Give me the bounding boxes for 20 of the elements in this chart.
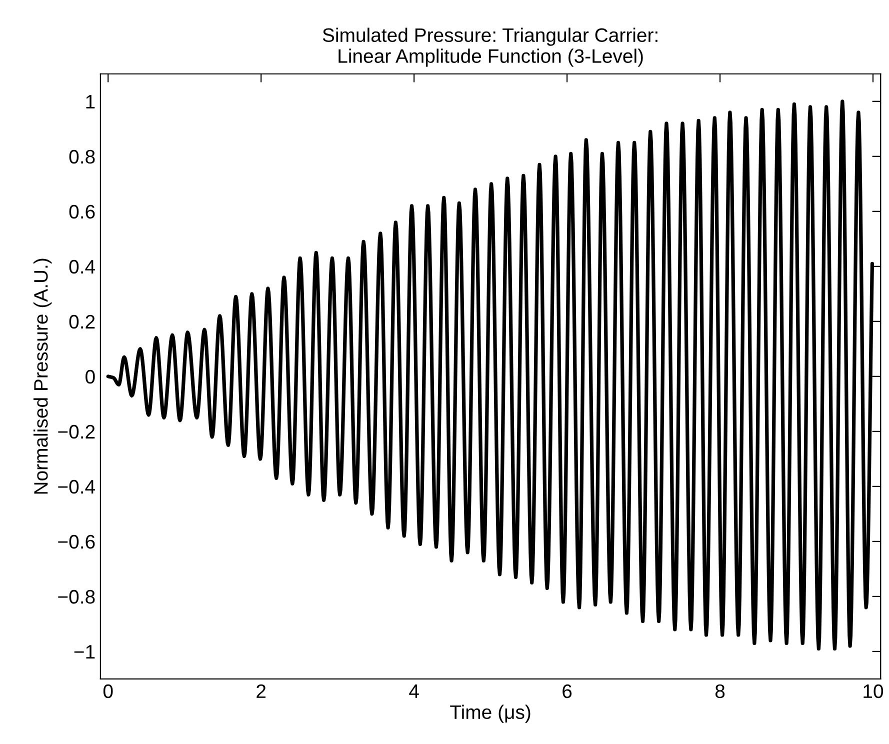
x-tick-label: 2 — [256, 684, 266, 698]
y-tick-label: 0 — [86, 370, 95, 384]
x-tick-label: 10 — [864, 684, 884, 698]
y-tick-label: −1 — [74, 645, 95, 659]
x-tick-label: 4 — [409, 684, 419, 698]
x-tick-label: 6 — [562, 684, 572, 698]
y-tick-label: −0.6 — [58, 534, 95, 549]
y-tick-label: −0.2 — [58, 424, 95, 439]
x-tick-label: 0 — [103, 684, 113, 698]
x-tick-label: 8 — [715, 684, 725, 698]
chart-title: Simulated Pressure: Triangular Carrier: Linear Amplitude Function (3-Level) — [322, 28, 658, 67]
y-tick-label: 0.6 — [69, 204, 95, 219]
y-tick-label: 0.2 — [69, 314, 95, 329]
y-tick-label: 1 — [86, 95, 95, 108]
y-tick-label: 0.8 — [69, 150, 95, 164]
y-tick-label: 0.4 — [69, 260, 96, 274]
x-axis-title: Time (μs) — [450, 704, 530, 723]
y-tick-label: −0.4 — [58, 480, 96, 494]
y-tick-label: −0.8 — [58, 590, 95, 604]
y-axis-title: Normalised Pressure (A.U.) — [34, 258, 52, 494]
